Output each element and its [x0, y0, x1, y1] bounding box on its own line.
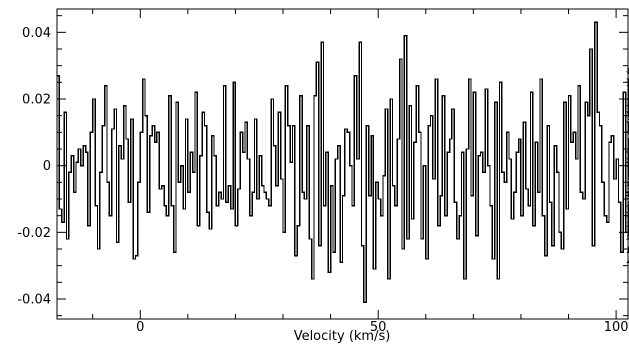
x-axis-label: Velocity (km/s): [294, 329, 391, 344]
y-tick-label: -0.04: [17, 293, 51, 308]
series-line: [57, 21, 629, 304]
y-tick-label: 0: [43, 159, 51, 174]
y-tick-label: 0.02: [22, 93, 51, 108]
y-tick-label: 0.04: [22, 26, 51, 41]
x-tick-label: 100: [604, 320, 629, 335]
tick-labels: 0 50 100 -0.04 -0.02 0 0.02 0.04: [17, 26, 628, 335]
y-tick-label: -0.02: [17, 226, 51, 241]
x-tick-label: 50: [370, 320, 387, 335]
x-tick-label: 0: [136, 320, 144, 335]
